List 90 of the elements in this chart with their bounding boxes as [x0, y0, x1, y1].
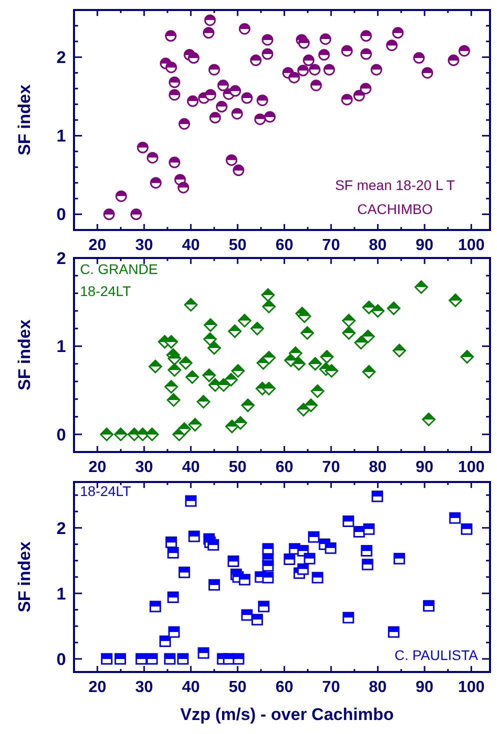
point: [363, 523, 375, 535]
point: [150, 600, 162, 612]
y-tick-label: 2: [56, 248, 66, 268]
point: [312, 572, 324, 584]
x-tick-label: 90: [416, 459, 434, 476]
y-tick-label: 0: [56, 650, 66, 669]
annotation: 18-24LT: [80, 283, 132, 299]
point: [208, 539, 220, 551]
x-tick-label: 50: [228, 237, 247, 254]
y-tick-label: 2: [56, 48, 66, 68]
x-tick-label: 20: [88, 459, 106, 476]
point: [304, 552, 316, 564]
y-axis-title: SF index: [15, 84, 34, 156]
point: [308, 531, 320, 543]
x-tick-label: 30: [135, 459, 154, 476]
y-axis-title: SF index: [15, 319, 34, 390]
x-tick-label: 100: [458, 679, 485, 696]
point: [100, 653, 112, 665]
x-tick-label: 30: [135, 237, 154, 254]
x-tick-label: 40: [182, 679, 200, 696]
annotation: SF mean 18-20 L T: [335, 177, 456, 193]
annotation: CACHIMBO: [357, 201, 433, 217]
y-tick-label: 0: [56, 205, 66, 224]
point: [388, 626, 400, 638]
x-tick-label: 40: [182, 237, 200, 254]
point: [164, 653, 176, 665]
point: [423, 600, 435, 612]
x-tick-label: 30: [135, 679, 154, 696]
point: [177, 653, 189, 665]
x-tick-label: 60: [275, 459, 294, 476]
y-tick-label: 1: [56, 584, 66, 604]
y-tick-label: 2: [56, 518, 66, 538]
point: [232, 653, 244, 665]
y-tick-label: 0: [56, 425, 66, 444]
point: [342, 516, 354, 528]
point: [362, 558, 374, 570]
point: [136, 653, 148, 665]
annotation: 18-24LT: [80, 483, 132, 499]
x-tick-label: 40: [182, 459, 200, 476]
point: [241, 609, 253, 621]
point: [258, 600, 270, 612]
annotation: C. PAULISTA: [394, 647, 479, 663]
x-tick-label: 60: [275, 237, 294, 254]
point: [394, 552, 406, 564]
x-tick-label: 100: [458, 459, 485, 476]
x-tick-label: 70: [322, 459, 340, 476]
point: [165, 536, 177, 548]
point: [114, 653, 126, 665]
x-tick-label: 20: [88, 679, 106, 696]
point: [238, 574, 250, 586]
point: [297, 563, 309, 575]
annotation: C. GRANDE: [80, 261, 158, 277]
x-tick-label: 60: [275, 679, 294, 696]
point: [372, 490, 384, 502]
point: [251, 614, 263, 626]
point: [146, 653, 158, 665]
point: [449, 512, 461, 524]
y-tick-label: 1: [56, 337, 66, 356]
point: [460, 523, 472, 535]
x-tick-label: 70: [322, 237, 340, 254]
point: [208, 579, 220, 591]
y-axis-title: SF index: [15, 541, 34, 612]
x-tick-label: 90: [416, 237, 434, 254]
x-tick-label: 80: [368, 679, 387, 696]
point: [342, 612, 354, 624]
x-axis-title: Vzp (m/s) - over Cachimbo: [180, 705, 394, 724]
x-tick-label: 20: [88, 237, 106, 254]
x-tick-label: 100: [458, 237, 485, 254]
point: [262, 560, 274, 572]
point: [360, 545, 372, 557]
point: [198, 647, 210, 659]
point: [167, 592, 179, 604]
y-tick-label: 1: [56, 126, 66, 146]
point: [262, 543, 274, 555]
point: [324, 542, 336, 554]
point: [168, 626, 180, 638]
x-tick-label: 80: [368, 237, 387, 254]
point: [284, 554, 296, 566]
x-tick-label: 50: [228, 459, 247, 476]
point: [228, 556, 240, 568]
point: [167, 547, 179, 559]
x-tick-label: 90: [416, 679, 434, 696]
x-tick-label: 80: [368, 459, 387, 476]
x-tick-label: 50: [228, 679, 247, 696]
point: [159, 635, 171, 647]
point: [178, 566, 190, 578]
point: [185, 495, 197, 507]
point: [188, 530, 200, 542]
x-tick-label: 70: [322, 679, 340, 696]
point: [262, 572, 274, 584]
